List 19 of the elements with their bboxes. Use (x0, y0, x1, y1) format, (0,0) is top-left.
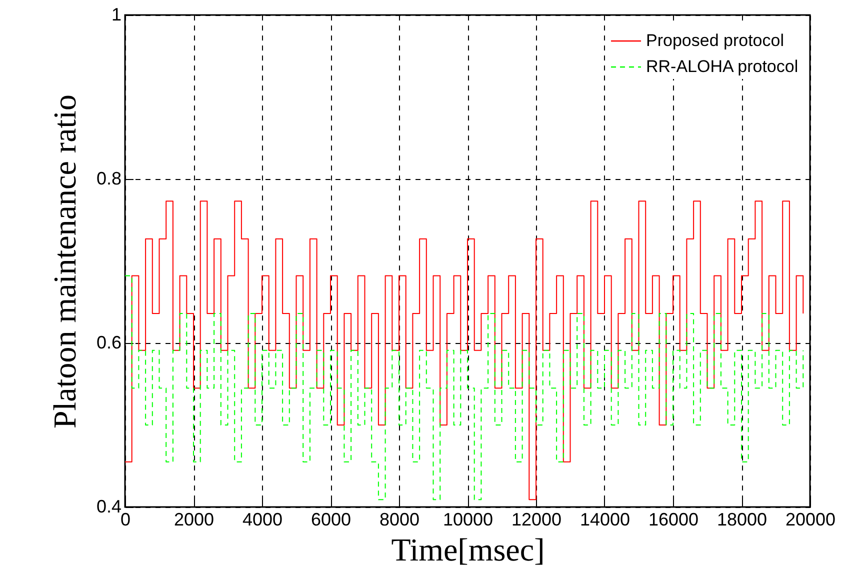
y-tick-label: 0.8 (96, 168, 122, 188)
y-tick-label: 1 (111, 4, 122, 24)
x-tick-label: 12000 (511, 510, 562, 530)
x-axis-title: Time[msec] (391, 532, 545, 568)
y-tick-label: 0.6 (96, 332, 122, 352)
x-tick-label: 8000 (379, 510, 420, 530)
x-tick-label: 10000 (442, 510, 494, 530)
legend-label: RR-ALOHA protocol (646, 57, 798, 76)
x-tick-label: 18000 (716, 510, 768, 530)
x-tick-label: 4000 (242, 510, 283, 530)
y-tick-label: 0.4 (96, 496, 122, 516)
x-tick-label: 14000 (580, 510, 630, 530)
x-tick-label: 16000 (648, 510, 699, 530)
legend-label: Proposed protocol (646, 31, 784, 50)
x-tick-label: 2000 (174, 510, 214, 530)
x-tick-label: 20000 (785, 510, 836, 530)
x-tick-label: 0 (120, 510, 131, 530)
y-axis-title: Platoon maintenance ratio (46, 94, 82, 429)
x-tick-label: 6000 (310, 510, 352, 530)
